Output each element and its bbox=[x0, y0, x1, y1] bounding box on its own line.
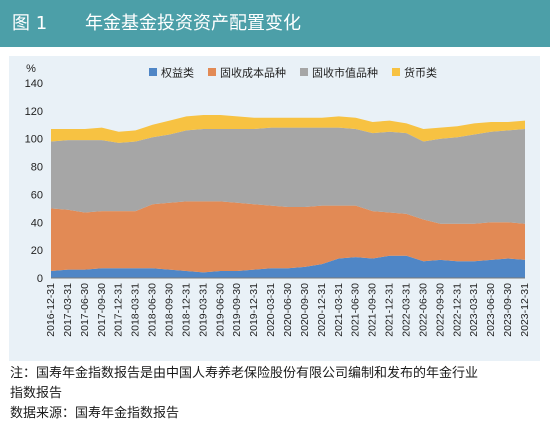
y-unit-label: % bbox=[26, 63, 36, 75]
series-areas bbox=[51, 115, 525, 278]
y-tick-label: 140 bbox=[25, 78, 43, 90]
x-tick-label: 2022-12-31 bbox=[451, 283, 463, 337]
y-tick-label: 40 bbox=[31, 217, 43, 229]
x-tick-label: 2023-12-31 bbox=[519, 283, 531, 337]
x-tick-label: 2018-12-31 bbox=[180, 283, 192, 337]
x-tick-label: 2019-09-30 bbox=[231, 283, 243, 337]
notes-block: 注：国寿年金指数报告是由中国人寿养老保险股份有限公司编制和发布的年金行业 指数报… bbox=[10, 364, 542, 424]
x-tick-label: 2018-09-30 bbox=[164, 283, 176, 337]
y-tick-label: 60 bbox=[31, 189, 43, 201]
area-fixed_market bbox=[51, 127, 525, 224]
y-tick-label: 100 bbox=[25, 134, 43, 146]
legend-swatch bbox=[149, 68, 157, 76]
y-tick-label: 20 bbox=[31, 245, 43, 257]
x-tick-label: 2019-06-30 bbox=[214, 283, 226, 337]
x-tick-label: 2021-03-31 bbox=[333, 283, 345, 337]
figure-title-bar: 图 1 年金基金投资资产配置变化 bbox=[0, 0, 550, 47]
x-tick-label: 2023-09-30 bbox=[502, 283, 514, 337]
x-tick-label: 2021-09-30 bbox=[367, 283, 379, 337]
x-tick-label: 2018-03-31 bbox=[130, 283, 142, 337]
figure-title: 年金基金投资资产配置变化 bbox=[85, 13, 301, 34]
legend-label: 货币类 bbox=[404, 66, 437, 80]
x-tick-label: 2017-06-30 bbox=[79, 283, 91, 337]
legend-label: 权益类 bbox=[161, 66, 194, 80]
legend-label: 固收市值品种 bbox=[312, 66, 378, 80]
x-tick-label: 2020-12-31 bbox=[316, 283, 328, 337]
x-tick-label: 2017-09-30 bbox=[96, 283, 108, 337]
legend-swatch bbox=[392, 68, 400, 76]
x-tick-label: 2016-12-31 bbox=[45, 283, 57, 337]
note-line-1: 注：国寿年金指数报告是由中国人寿养老保险股份有限公司编制和发布的年金行业 bbox=[10, 366, 479, 381]
x-tick-label: 2019-03-31 bbox=[197, 283, 209, 337]
x-tick-label: 2021-06-30 bbox=[350, 283, 362, 337]
area-money bbox=[51, 115, 525, 143]
y-tick-label: 0 bbox=[37, 273, 43, 285]
x-tick-label: 2020-03-31 bbox=[265, 283, 277, 337]
x-tick-label: 2022-09-30 bbox=[434, 283, 446, 337]
legend-swatch bbox=[300, 68, 308, 76]
chart-area: 0 20 40 60 80 100 120 140 2016-12-31 2017-03-31 2… bbox=[9, 56, 540, 361]
area-fixed_cost bbox=[51, 201, 525, 273]
x-tick-label: 2018-06-30 bbox=[147, 283, 159, 337]
legend: 权益类 固收成本品种 固收市值品种 货币类 bbox=[149, 66, 437, 80]
x-tick-label: 2020-09-30 bbox=[299, 283, 311, 337]
legend-swatch bbox=[208, 68, 216, 76]
area-equity bbox=[51, 255, 525, 278]
x-tick-label: 2021-12-31 bbox=[384, 283, 396, 337]
x-tick-label: 2022-03-31 bbox=[401, 283, 413, 337]
x-tick-label: 2017-12-31 bbox=[113, 283, 125, 337]
x-tick-label: 2020-06-30 bbox=[282, 283, 294, 337]
x-tick-label: 2017-03-31 bbox=[62, 283, 74, 337]
x-tick-label: 2022-06-30 bbox=[417, 283, 429, 337]
y-axis: 0 20 40 60 80 100 120 140 bbox=[25, 78, 43, 285]
source-line: 数据来源：国寿年金指数报告 bbox=[10, 406, 180, 421]
x-tick-label: 2019-12-31 bbox=[248, 283, 260, 337]
x-tick-label: 2023-03-31 bbox=[468, 283, 480, 337]
legend-label: 固收成本品种 bbox=[220, 66, 286, 80]
x-axis: 2016-12-31 2017-03-31 2017-06-30 2017-09-30… bbox=[45, 277, 531, 337]
y-tick-label: 80 bbox=[31, 162, 43, 174]
note-line-2: 指数报告 bbox=[10, 386, 63, 401]
figure-number: 图 1 bbox=[12, 13, 48, 34]
y-tick-label: 120 bbox=[25, 106, 43, 118]
x-tick-label: 2023-06-30 bbox=[485, 283, 497, 337]
